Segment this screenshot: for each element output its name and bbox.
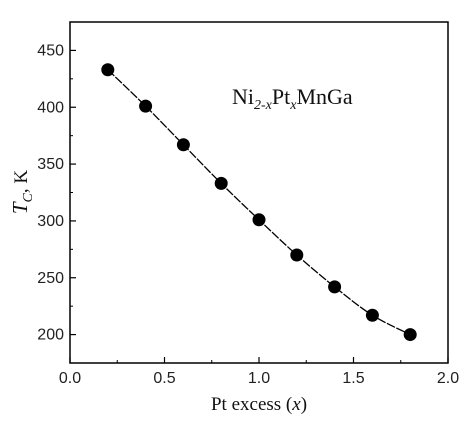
x-tick-label: 2.0 bbox=[437, 370, 459, 387]
x-axis-title-suffix: ) bbox=[301, 394, 307, 415]
formula-sub-x: x bbox=[289, 98, 297, 113]
data-point bbox=[290, 248, 304, 262]
data-points bbox=[101, 63, 417, 342]
formula-part-mnga: MnGa bbox=[296, 84, 352, 109]
y-tick-label: 350 bbox=[37, 156, 64, 173]
x-tick-label: 0.5 bbox=[153, 370, 175, 387]
data-point bbox=[328, 280, 342, 294]
y-tick-label: 200 bbox=[37, 327, 64, 344]
x-tick-label: 1.5 bbox=[342, 370, 364, 387]
data-point bbox=[139, 99, 153, 113]
data-point bbox=[214, 176, 228, 190]
y-axis-title-suffix: , K bbox=[11, 170, 32, 194]
y-axis-title-var: T bbox=[8, 201, 32, 214]
y-axis-ticks: 200 250 300 350 400 450 bbox=[37, 21, 76, 364]
formula-sub-2-x: 2-x bbox=[254, 98, 273, 113]
y-axis-title: TC, K bbox=[8, 170, 36, 215]
x-axis-ticks: 0.0 0.5 1.0 1.5 2.0 bbox=[59, 357, 459, 387]
x-axis-title: Pt excess (x) bbox=[211, 394, 307, 415]
data-point bbox=[403, 328, 417, 342]
formula-part-pt: Pt bbox=[272, 84, 290, 109]
x-tick-label: 0.0 bbox=[59, 370, 81, 387]
annotation-formula: Ni2-xPtxMnGa bbox=[232, 84, 353, 113]
data-point bbox=[252, 213, 266, 227]
y-tick-label: 450 bbox=[37, 42, 64, 59]
data-point bbox=[176, 138, 190, 152]
x-axis-title-prefix: Pt excess ( bbox=[211, 394, 292, 415]
y-tick-label: 300 bbox=[37, 213, 64, 230]
plot-frame bbox=[69, 21, 449, 364]
formula-part-ni: Ni bbox=[232, 84, 254, 109]
x-tick-label: 1.0 bbox=[248, 370, 270, 387]
y-axis-title-sub: C bbox=[21, 192, 36, 202]
y-tick-label: 400 bbox=[37, 99, 64, 116]
data-point bbox=[101, 63, 115, 77]
data-point bbox=[365, 308, 379, 322]
x-axis-title-var: x bbox=[291, 394, 301, 415]
y-tick-label: 250 bbox=[37, 270, 64, 287]
